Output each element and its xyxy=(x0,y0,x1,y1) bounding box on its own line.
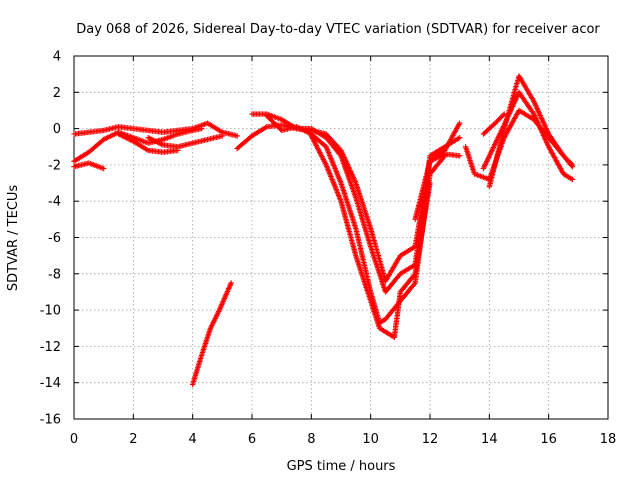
data-marks xyxy=(71,73,576,388)
y-tick-label: -14 xyxy=(40,376,61,391)
data-point xyxy=(411,272,417,278)
y-tick-label: -4 xyxy=(48,195,61,210)
data-point xyxy=(457,135,463,141)
series-track-9 xyxy=(308,133,433,340)
data-point xyxy=(501,111,507,117)
x-tick-label: 8 xyxy=(307,432,315,447)
data-point xyxy=(198,125,205,132)
y-tick-label: -8 xyxy=(48,267,61,282)
series-track-13 xyxy=(480,89,576,183)
y-tick-label: -10 xyxy=(40,304,61,319)
x-tick-label: 14 xyxy=(481,432,498,447)
data-point xyxy=(500,112,506,118)
data-point xyxy=(234,133,240,139)
y-tick-label: -12 xyxy=(40,340,61,355)
x-tick-label: 16 xyxy=(540,432,557,447)
data-point xyxy=(411,281,417,287)
chart-title: Day 068 of 2026, Sidereal Day-to-day VTE… xyxy=(76,22,600,37)
series-track-11 xyxy=(462,107,576,183)
x-tick-label: 6 xyxy=(248,432,256,447)
y-tick-label: 2 xyxy=(53,86,61,101)
y-tick-label: -16 xyxy=(40,413,61,428)
data-point xyxy=(569,162,576,168)
data-point xyxy=(427,180,433,186)
y-tick-label: 0 xyxy=(53,122,61,137)
data-point xyxy=(219,133,225,139)
data-point xyxy=(568,161,574,167)
y-tick-label: 4 xyxy=(53,50,61,65)
data-point xyxy=(228,280,234,286)
grid-lines xyxy=(74,56,608,419)
series-track-5 xyxy=(145,133,225,150)
series-track-10 xyxy=(412,151,463,222)
series-track-14 xyxy=(480,111,507,137)
data-point xyxy=(457,120,463,126)
x-tick-label: 10 xyxy=(362,432,379,447)
series-track-1 xyxy=(71,120,240,139)
x-tick-label: 18 xyxy=(600,432,617,447)
y-axis-label: SDTVAR / TECUs xyxy=(6,185,21,292)
data-point xyxy=(569,176,576,183)
y-tick-label: -6 xyxy=(48,231,61,246)
data-point xyxy=(457,153,463,159)
y-tick-label: -2 xyxy=(48,158,61,173)
series-track-15 xyxy=(190,280,234,388)
x-tick-label: 0 xyxy=(70,432,78,447)
x-tick-label: 2 xyxy=(129,432,137,447)
x-axis-label: GPS time / hours xyxy=(287,459,396,474)
data-point xyxy=(101,165,107,172)
series-track-4 xyxy=(115,131,181,155)
x-tick-label: 4 xyxy=(189,432,197,447)
series-track-3 xyxy=(71,160,107,172)
x-tick-label: 12 xyxy=(422,432,439,447)
axis-ticks: 0 2 4 6 8 10 12 14 16 18 4 2 0 -2 -4 -6 -8 -10 -12 -14 -16 xyxy=(40,50,617,448)
